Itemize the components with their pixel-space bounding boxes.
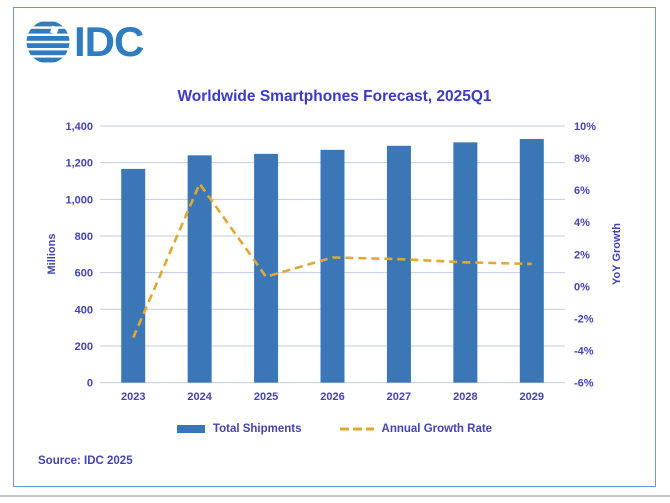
right-axis-title: YoY Growth [611,223,623,285]
left-axis-tick-label: 0 [87,378,93,390]
legend-item-annual-growth-rate: Annual Growth Rate [339,423,493,435]
left-axis-tick-label: 1,200 [65,158,93,170]
chart-title: Worldwide Smartphones Forecast, 2025Q1 [177,88,492,105]
right-axis-tick-label: 8% [574,153,590,165]
chart-legend: Total Shipments Annual Growth Rate [14,423,655,435]
idc-logo-text: IDC [74,18,144,65]
right-axis-tick-label: -2% [574,313,594,325]
x-axis-label-2028: 2028 [453,391,477,403]
left-axis-tick-label: 600 [75,268,93,280]
right-axis-tick-label: -6% [574,378,594,390]
bar-2025 [254,153,279,383]
growth-line [132,181,532,339]
idc-logo: IDC [25,18,144,65]
left-axis-title: Millions [46,234,58,275]
legend-line-swatch [339,427,374,431]
x-axis-label-2026: 2026 [320,391,344,403]
x-axis-label-2027: 2027 [387,391,411,403]
x-axis-label-2024: 2024 [187,391,212,403]
bar-2029 [519,139,544,383]
idc-globe-icon [26,21,70,63]
right-axis-tick-label: 4% [574,217,590,229]
x-axis-label-2029: 2029 [520,391,544,403]
right-axis-tick-label: -4% [574,346,594,358]
legend-label-total-shipments: Total Shipments [212,423,302,435]
right-axis-tick-label: 6% [574,185,590,197]
left-axis-tick-label: 1,000 [65,194,93,206]
bar-2027 [386,145,411,383]
bar-2026 [320,149,345,383]
legend-item-total-shipments: Total Shipments [176,423,302,435]
bar-2024 [187,155,212,383]
legend-label-annual-growth-rate: Annual Growth Rate [381,423,493,435]
left-axis-tick-label: 1,400 [65,121,93,133]
bar-2023 [121,168,146,383]
left-axis-tick-label: 200 [75,341,93,353]
source-note: Source: IDC 2025 [38,455,133,467]
left-axis-tick-label: 800 [75,231,93,243]
x-axis-label-2025: 2025 [254,391,278,403]
right-axis-tick-label: 10% [574,121,596,133]
x-axis-label-2023: 2023 [121,391,145,403]
chart-plot-area: 0 200 400 600 800 1,000 1,200 1,400 -6% -4% -2% 0% 2… [46,121,623,403]
window-bottom-edge [0,495,670,497]
report-card: IDC Worldwide Smartphones Forecast, 2025… [13,7,656,487]
right-axis-tick-label: 0% [574,281,590,293]
left-axis-tick-label: 400 [75,304,93,316]
right-axis-tick-label: 2% [574,249,590,261]
legend-bar-swatch [176,425,205,433]
